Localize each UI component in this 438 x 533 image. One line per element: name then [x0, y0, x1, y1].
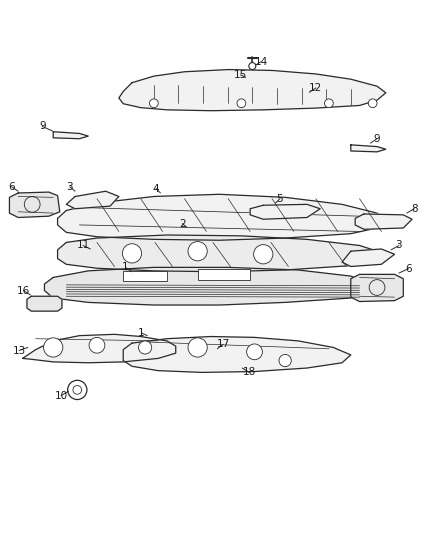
Text: 15: 15	[233, 70, 247, 80]
FancyBboxPatch shape	[123, 271, 166, 280]
Circle shape	[246, 344, 262, 360]
Text: 2: 2	[179, 219, 185, 229]
Circle shape	[237, 99, 245, 108]
Text: 14: 14	[254, 56, 267, 67]
Polygon shape	[44, 268, 376, 305]
Circle shape	[149, 99, 158, 108]
Polygon shape	[10, 192, 60, 217]
Text: 5: 5	[276, 193, 283, 204]
Circle shape	[187, 338, 207, 357]
Circle shape	[279, 354, 290, 367]
Circle shape	[138, 341, 151, 354]
Polygon shape	[119, 70, 385, 111]
Circle shape	[248, 62, 255, 70]
Text: 3: 3	[395, 240, 401, 251]
Text: 6: 6	[404, 264, 411, 273]
Polygon shape	[123, 336, 350, 373]
Circle shape	[367, 99, 376, 108]
Polygon shape	[66, 191, 119, 209]
Text: 12: 12	[308, 83, 321, 93]
Polygon shape	[341, 249, 394, 266]
Text: 1: 1	[138, 328, 145, 338]
Polygon shape	[22, 334, 175, 363]
Polygon shape	[53, 132, 88, 139]
Polygon shape	[57, 195, 385, 240]
Text: 4: 4	[152, 183, 159, 193]
FancyBboxPatch shape	[197, 269, 250, 280]
Text: 8: 8	[410, 204, 417, 214]
Polygon shape	[57, 235, 381, 272]
Polygon shape	[350, 274, 403, 302]
Text: 1: 1	[122, 262, 128, 272]
Circle shape	[122, 244, 141, 263]
Circle shape	[324, 99, 332, 108]
Text: 17: 17	[216, 340, 229, 350]
Text: 18: 18	[242, 367, 255, 377]
Text: 6: 6	[8, 182, 15, 192]
Circle shape	[67, 380, 87, 400]
Polygon shape	[250, 204, 319, 219]
Text: 10: 10	[54, 391, 67, 401]
Text: 9: 9	[39, 122, 46, 132]
Text: 11: 11	[76, 240, 89, 251]
Circle shape	[187, 241, 207, 261]
Circle shape	[43, 338, 63, 357]
Circle shape	[89, 337, 105, 353]
Text: 9: 9	[373, 134, 379, 144]
Text: 16: 16	[17, 286, 30, 296]
Polygon shape	[354, 214, 411, 229]
Circle shape	[253, 245, 272, 264]
Polygon shape	[350, 145, 385, 152]
Text: 3: 3	[67, 182, 73, 192]
Polygon shape	[27, 296, 62, 311]
Text: 13: 13	[12, 345, 26, 356]
